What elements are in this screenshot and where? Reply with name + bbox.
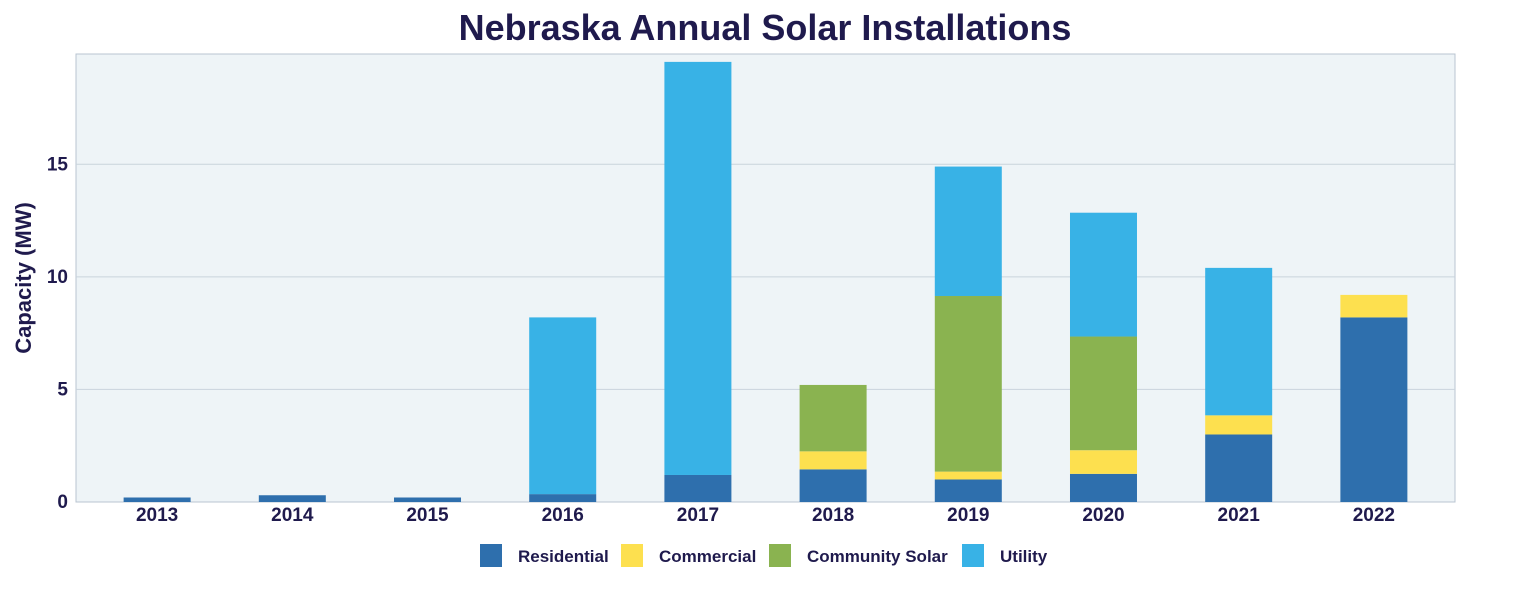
legend-swatch [480, 544, 502, 567]
bar-segment-residential [258, 495, 326, 502]
legend-label: Residential [518, 547, 609, 566]
bar-segment-residential [799, 469, 867, 502]
legend-swatch [769, 544, 791, 567]
y-tick-label: 0 [57, 492, 68, 513]
bar-segment-community-solar [934, 296, 1002, 472]
bar-segment-commercial [1069, 450, 1137, 474]
x-tick-label: 2015 [406, 505, 449, 526]
x-tick-label: 2016 [542, 505, 584, 526]
x-tick-label: 2018 [812, 505, 854, 526]
bar-segment-utility [1069, 212, 1137, 337]
bar-segment-residential [934, 479, 1002, 502]
bar-segment-commercial [1205, 415, 1273, 435]
bar-segment-utility [1205, 267, 1273, 416]
bar-segment-utility [529, 317, 597, 495]
bar-segment-community-solar [1069, 336, 1137, 451]
bar-segment-utility [934, 166, 1002, 297]
bar-segment-commercial [934, 471, 1002, 480]
y-tick-label: 10 [47, 267, 68, 288]
legend-label: Utility [1000, 547, 1048, 566]
bar-segment-commercial [799, 451, 867, 470]
x-tick-label: 2013 [136, 505, 178, 526]
y-axis-ticks: 0 5 10 15 [47, 154, 69, 513]
legend-swatch [962, 544, 984, 567]
bar-segment-residential [1340, 317, 1408, 502]
y-axis-label: Capacity (MW) [11, 202, 36, 354]
bar-segment-residential [1205, 434, 1273, 502]
legend-label: Community Solar [807, 547, 948, 566]
legend: Residential Commercial Community Solar Util… [480, 544, 1048, 567]
y-tick-label: 5 [57, 379, 68, 400]
y-tick-label: 15 [47, 154, 69, 175]
chart-title: Nebraska Annual Solar Installations [459, 7, 1072, 48]
bar-segment-commercial [1340, 294, 1408, 318]
x-tick-label: 2014 [271, 505, 314, 526]
x-tick-label: 2017 [677, 505, 719, 526]
bar-segment-residential [664, 474, 732, 502]
bar-segment-residential [529, 494, 597, 502]
legend-swatch [621, 544, 643, 567]
x-tick-label: 2019 [947, 505, 989, 526]
bar-segment-residential [123, 497, 191, 502]
bar-segment-residential [394, 497, 462, 502]
bar-segment-residential [1069, 473, 1137, 502]
x-tick-label: 2021 [1218, 505, 1261, 526]
x-tick-label: 2022 [1353, 505, 1395, 526]
bar-segment-utility [664, 61, 732, 475]
x-axis-ticks: 2013 2014 2015 2016 2017 2018 2019 2020 2021 2022 [136, 505, 1395, 526]
legend-label: Commercial [659, 547, 756, 566]
bars [123, 61, 1408, 502]
x-tick-label: 2020 [1082, 505, 1124, 526]
bar-segment-community-solar [799, 384, 867, 452]
